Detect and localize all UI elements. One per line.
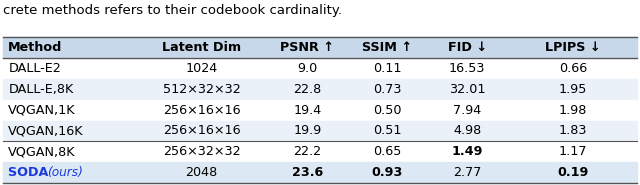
Text: 256×16×16: 256×16×16 bbox=[163, 104, 241, 117]
Text: 22.8: 22.8 bbox=[293, 83, 321, 96]
Text: 4.98: 4.98 bbox=[453, 125, 481, 137]
Text: 1.98: 1.98 bbox=[559, 104, 587, 117]
Text: 19.4: 19.4 bbox=[293, 104, 321, 117]
Bar bbox=[3, 37, 637, 58]
Text: VQGAN,1K: VQGAN,1K bbox=[8, 104, 76, 117]
Text: LPIPS ↓: LPIPS ↓ bbox=[545, 41, 600, 54]
Text: 1.17: 1.17 bbox=[559, 145, 587, 158]
Text: 0.65: 0.65 bbox=[373, 145, 401, 158]
Text: DALL-E2: DALL-E2 bbox=[8, 62, 61, 75]
Text: DALL-E,8K: DALL-E,8K bbox=[8, 83, 74, 96]
Text: 2048: 2048 bbox=[186, 166, 218, 179]
Text: 32.01: 32.01 bbox=[449, 83, 486, 96]
Text: 7.94: 7.94 bbox=[453, 104, 481, 117]
Text: FID ↓: FID ↓ bbox=[448, 41, 486, 54]
Text: 0.50: 0.50 bbox=[373, 104, 401, 117]
Bar bbox=[3, 58, 637, 79]
Text: Latent Dim: Latent Dim bbox=[162, 41, 241, 54]
Text: 256×32×32: 256×32×32 bbox=[163, 145, 241, 158]
Text: SODA: SODA bbox=[8, 166, 53, 179]
Text: PSNR ↑: PSNR ↑ bbox=[280, 41, 334, 54]
Text: 0.66: 0.66 bbox=[559, 62, 587, 75]
Text: 0.93: 0.93 bbox=[371, 166, 403, 179]
Text: 256×16×16: 256×16×16 bbox=[163, 125, 241, 137]
Text: 2.77: 2.77 bbox=[453, 166, 481, 179]
Text: VQGAN,8K: VQGAN,8K bbox=[8, 145, 76, 158]
Text: crete methods refers to their codebook cardinality.: crete methods refers to their codebook c… bbox=[3, 4, 342, 17]
Text: 1.83: 1.83 bbox=[559, 125, 587, 137]
Text: 0.19: 0.19 bbox=[557, 166, 589, 179]
Text: 0.73: 0.73 bbox=[373, 83, 401, 96]
Text: VQGAN,16K: VQGAN,16K bbox=[8, 125, 84, 137]
Text: 0.11: 0.11 bbox=[373, 62, 401, 75]
Bar bbox=[3, 120, 637, 141]
Text: 1024: 1024 bbox=[186, 62, 218, 75]
Text: 0.51: 0.51 bbox=[373, 125, 401, 137]
Text: 16.53: 16.53 bbox=[449, 62, 486, 75]
Text: 9.0: 9.0 bbox=[297, 62, 317, 75]
Text: 1.95: 1.95 bbox=[559, 83, 587, 96]
Text: Method: Method bbox=[8, 41, 63, 54]
Text: 19.9: 19.9 bbox=[293, 125, 321, 137]
Text: SSIM ↑: SSIM ↑ bbox=[362, 41, 412, 54]
Bar bbox=[3, 100, 637, 120]
Bar bbox=[3, 141, 637, 162]
Bar bbox=[3, 79, 637, 100]
Text: 512×32×32: 512×32×32 bbox=[163, 83, 241, 96]
Bar bbox=[3, 162, 637, 183]
Text: (ours): (ours) bbox=[47, 166, 83, 179]
Text: 23.6: 23.6 bbox=[292, 166, 323, 179]
Text: 22.2: 22.2 bbox=[293, 145, 321, 158]
Text: 1.49: 1.49 bbox=[451, 145, 483, 158]
